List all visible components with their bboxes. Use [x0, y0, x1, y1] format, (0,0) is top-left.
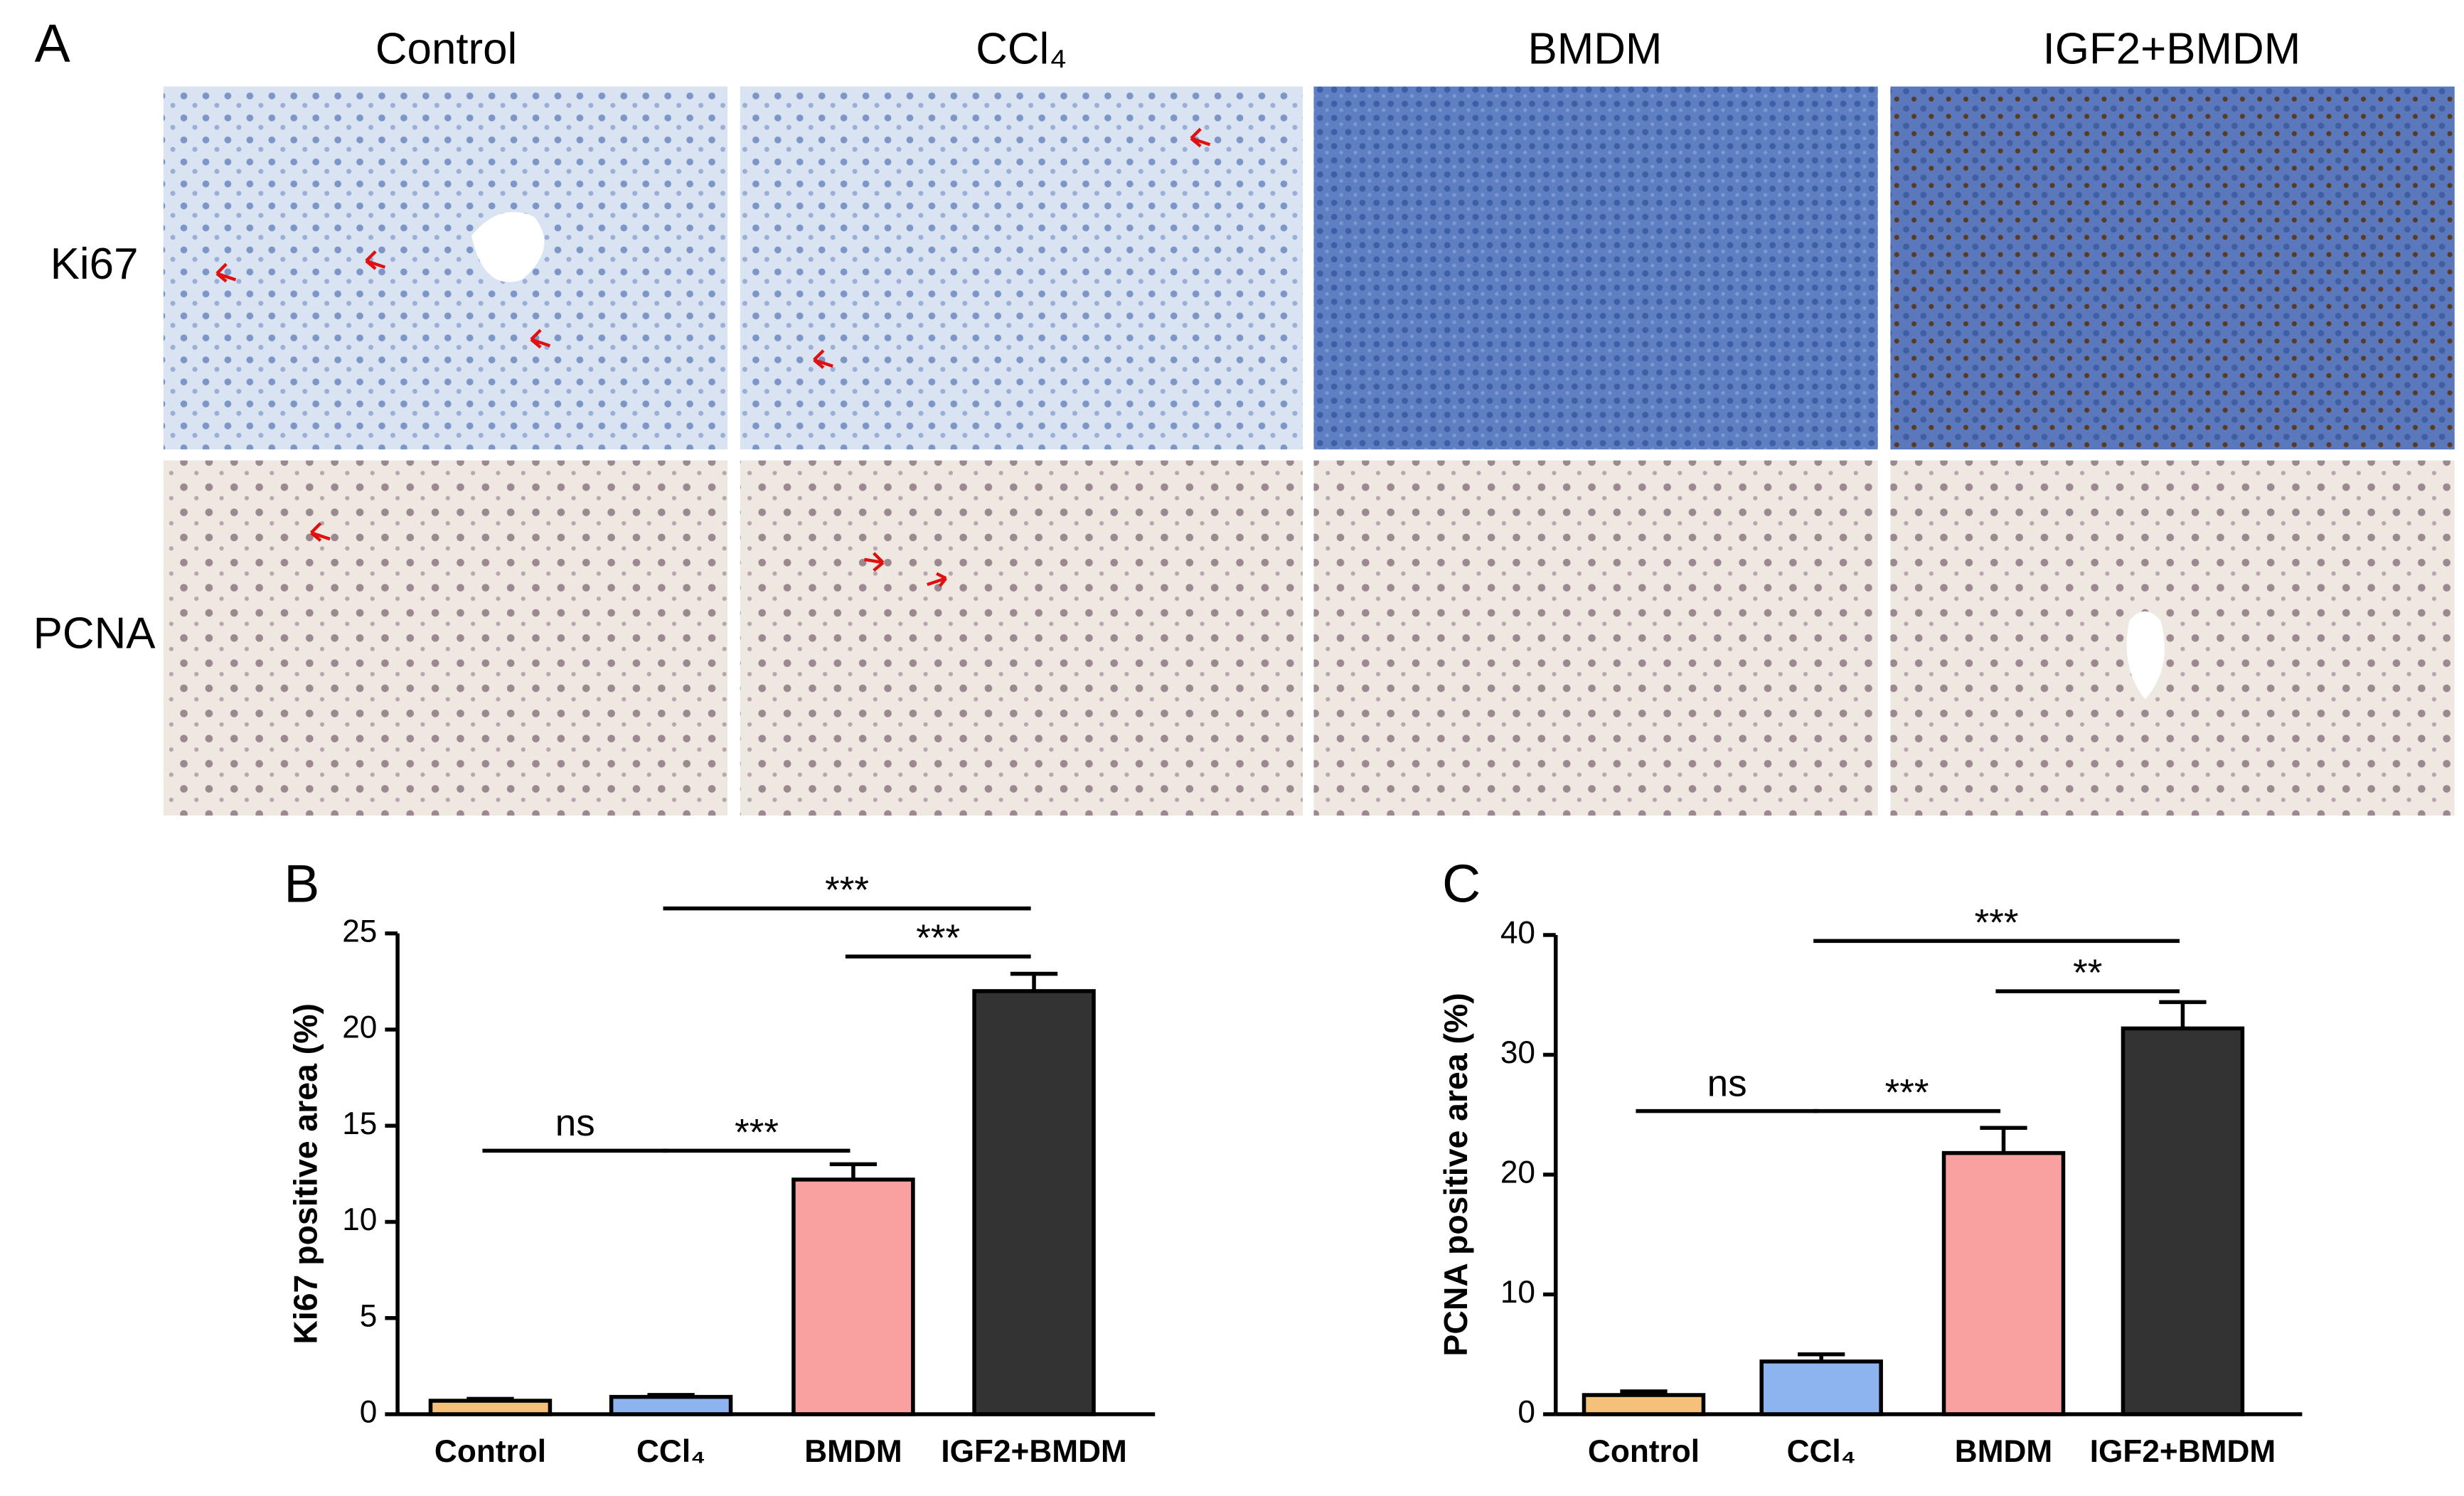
column-header: Control	[375, 24, 517, 73]
x-tick-label: BMDM	[1955, 1434, 2052, 1469]
x-tick-label: IGF2+BMDM	[2090, 1434, 2276, 1469]
significance-label: ***	[1975, 902, 2019, 944]
significance-label: **	[2073, 952, 2102, 994]
chart: B Ki67 positive area (%) 0 5 10 15 20 25 Control…	[284, 854, 1156, 1469]
y-tick-label: 20	[1500, 1155, 1535, 1190]
y-tick-label: 30	[1500, 1035, 1535, 1070]
micrograph	[740, 460, 1303, 816]
column-header: BMDM	[1527, 24, 1662, 73]
panel-label: C	[1442, 854, 1481, 914]
x-tick-label: Control	[1588, 1434, 1700, 1469]
panel-label: A	[35, 13, 70, 73]
bar	[1582, 1393, 1706, 1416]
y-tick-label: 15	[342, 1106, 377, 1141]
bar	[972, 989, 1096, 1416]
y-tick-label: 0	[360, 1395, 378, 1430]
arrows	[215, 127, 1211, 587]
significance-label: ***	[825, 870, 869, 912]
micrograph	[1313, 460, 1878, 816]
significance-label: ***	[1885, 1072, 1929, 1114]
x-tick-label: CCl₄	[636, 1434, 705, 1469]
y-tick-label: 10	[342, 1202, 377, 1237]
bar	[1759, 1359, 1883, 1416]
significance-label: ns	[1707, 1062, 1747, 1104]
x-tick-label: CCl₄	[1787, 1434, 1856, 1469]
y-tick-label: 0	[1518, 1395, 1535, 1430]
y-tick-label: 5	[360, 1298, 378, 1333]
bar	[2121, 1026, 2245, 1416]
y-axis-label: Ki67 positive area (%)	[287, 1003, 324, 1345]
vessel	[2126, 611, 2165, 700]
x-tick-label: Control	[434, 1434, 546, 1469]
bar	[1941, 1150, 2066, 1416]
micrograph	[163, 460, 728, 816]
micrograph	[740, 86, 1303, 450]
vessel	[471, 212, 545, 282]
panel-a: A Control CCl₄ BMDM IGF2+BMDM Ki67 PCNA	[33, 13, 2455, 816]
y-tick-label: 40	[1500, 916, 1535, 951]
column-header: IGF2+BMDM	[2043, 24, 2301, 73]
row-label: PCNA	[33, 609, 156, 658]
y-axis-label: PCNA positive area (%)	[1437, 993, 1474, 1356]
bar	[428, 1399, 553, 1416]
significance-label: ***	[735, 1111, 779, 1153]
bar	[609, 1394, 733, 1416]
micrograph	[1313, 86, 1878, 450]
panel-label: B	[284, 854, 319, 914]
x-tick-label: IGF2+BMDM	[941, 1434, 1126, 1469]
y-tick-label: 20	[342, 1010, 377, 1045]
significance-label: ns	[555, 1102, 595, 1144]
row-label: Ki67	[50, 240, 139, 289]
column-header: CCl₄	[976, 24, 1067, 73]
x-tick-label: BMDM	[804, 1434, 902, 1469]
chart: C PCNA positive area (%) 0 10 20 30 40 Control C…	[1437, 854, 2303, 1469]
micrograph	[1890, 86, 2455, 450]
bar	[791, 1177, 915, 1416]
y-tick-label: 25	[342, 914, 377, 949]
y-tick-label: 10	[1500, 1275, 1535, 1310]
significance-label: ***	[916, 917, 960, 959]
micrograph	[163, 86, 728, 450]
micrograph	[1890, 460, 2455, 816]
